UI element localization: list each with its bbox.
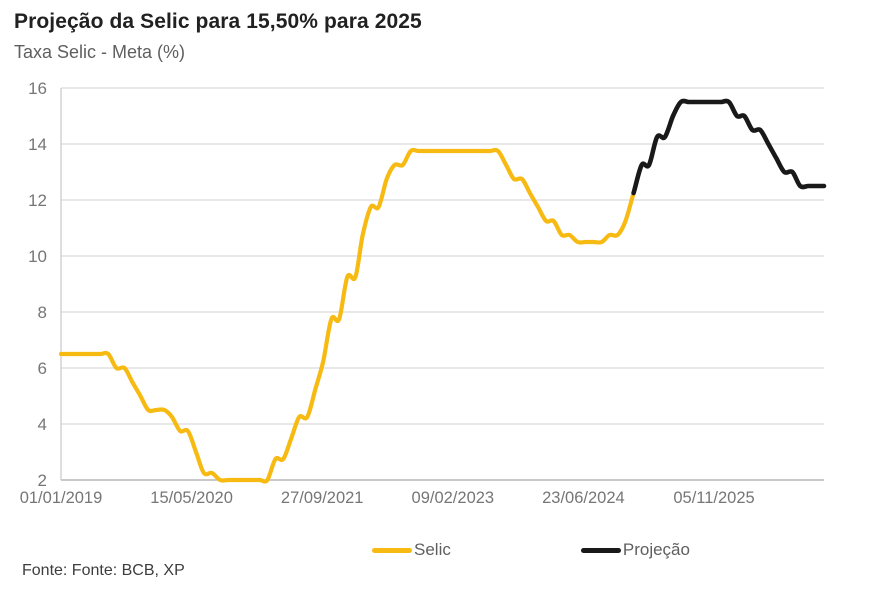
projecao-line — [631, 98, 827, 196]
x-axis-tick-label: 05/11/2025 — [673, 489, 754, 507]
x-axis-tick-label: 09/02/2023 — [412, 489, 495, 507]
y-axis-tick-label: 14 — [28, 135, 47, 154]
selic-line — [58, 147, 636, 484]
x-axis-tick-label: 01/01/2019 — [20, 489, 103, 507]
source-note: Fonte: Fonte: BCB, XP — [22, 562, 185, 579]
y-axis-tick-label: 10 — [28, 247, 47, 266]
x-axis-tick-label: 27/09/2021 — [281, 489, 364, 507]
y-axis-tick-label: 2 — [38, 471, 47, 490]
chart-subtitle: Taxa Selic - Meta (%) — [14, 42, 186, 62]
legend-label-selic: Selic — [414, 540, 451, 559]
legend-item-projecao: Projeção — [580, 540, 690, 560]
projecao-line-swatch — [580, 547, 621, 553]
x-axis-tick-label: 15/05/2020 — [150, 489, 233, 507]
y-axis-tick-label: 4 — [38, 415, 47, 434]
y-axis-tick-label: 8 — [38, 303, 47, 322]
selic-line-swatch — [372, 547, 412, 553]
y-axis-tick-label: 16 — [28, 79, 47, 98]
y-axis-tick-label: 12 — [28, 191, 47, 210]
chart-legend: Selic Projeção — [372, 540, 690, 560]
x-axis-tick-label: 23/06/2024 — [542, 489, 625, 507]
chart-title: Projeção da Selic para 15,50% para 2025 — [14, 10, 422, 33]
legend-label-projecao: Projeção — [622, 540, 690, 559]
legend-item-selic: Selic — [372, 540, 451, 560]
y-axis-tick-label: 6 — [38, 359, 47, 378]
